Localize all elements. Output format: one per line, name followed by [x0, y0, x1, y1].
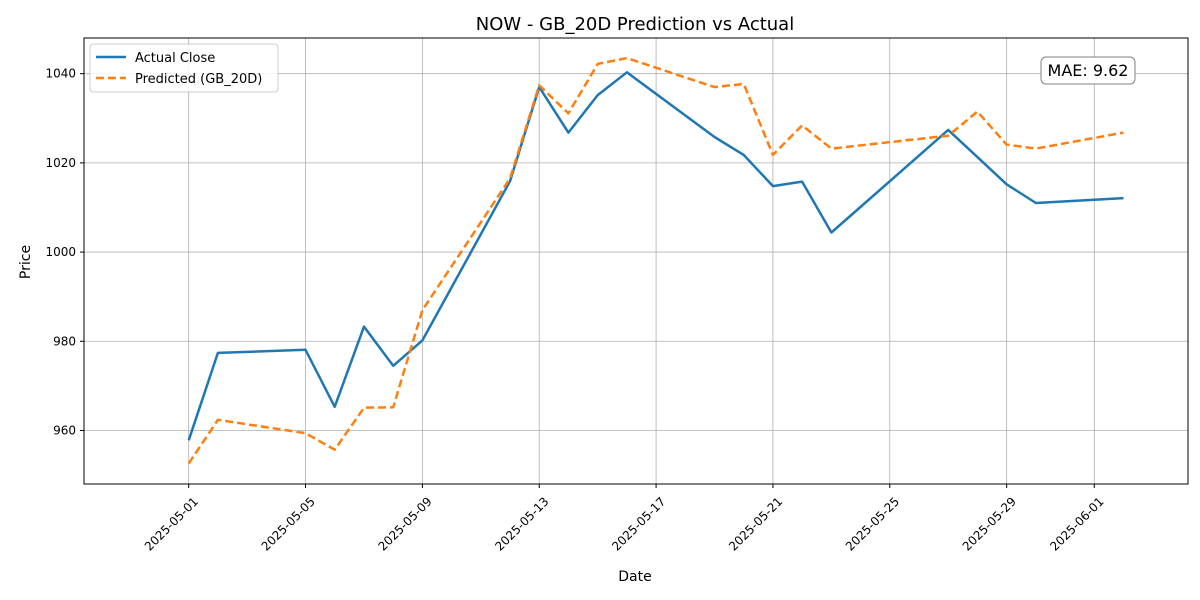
y-tick-label: 960: [53, 423, 76, 437]
mae-box: [1040, 56, 1136, 85]
y-tick-label: 1020: [45, 156, 76, 170]
actual-close-line: [187, 71, 1124, 441]
grid: [84, 38, 1188, 484]
y-tick-label: 980: [53, 334, 76, 348]
x-axis-label: Date: [618, 569, 651, 585]
y-tick-label: 1000: [45, 245, 76, 259]
legend-box: [89, 43, 279, 93]
legend: Actual Close Predicted (GB_20D): [89, 43, 279, 93]
series-layer: [187, 56, 1124, 465]
mae-annotation: MAE: 9.62: [1040, 56, 1136, 85]
plot-frame: [83, 37, 1189, 485]
predicted-line: [187, 56, 1124, 465]
legend-label-predicted: Predicted (GB_20D): [135, 72, 262, 87]
chart-title: NOW - GB_20D Prediction vs Actual: [476, 14, 794, 35]
y-axis-label: Price: [18, 245, 34, 279]
y-tick-label: 1040: [45, 67, 76, 81]
mae-text: MAE: 9.62: [1048, 61, 1129, 80]
legend-label-actual: Actual Close: [135, 51, 215, 66]
